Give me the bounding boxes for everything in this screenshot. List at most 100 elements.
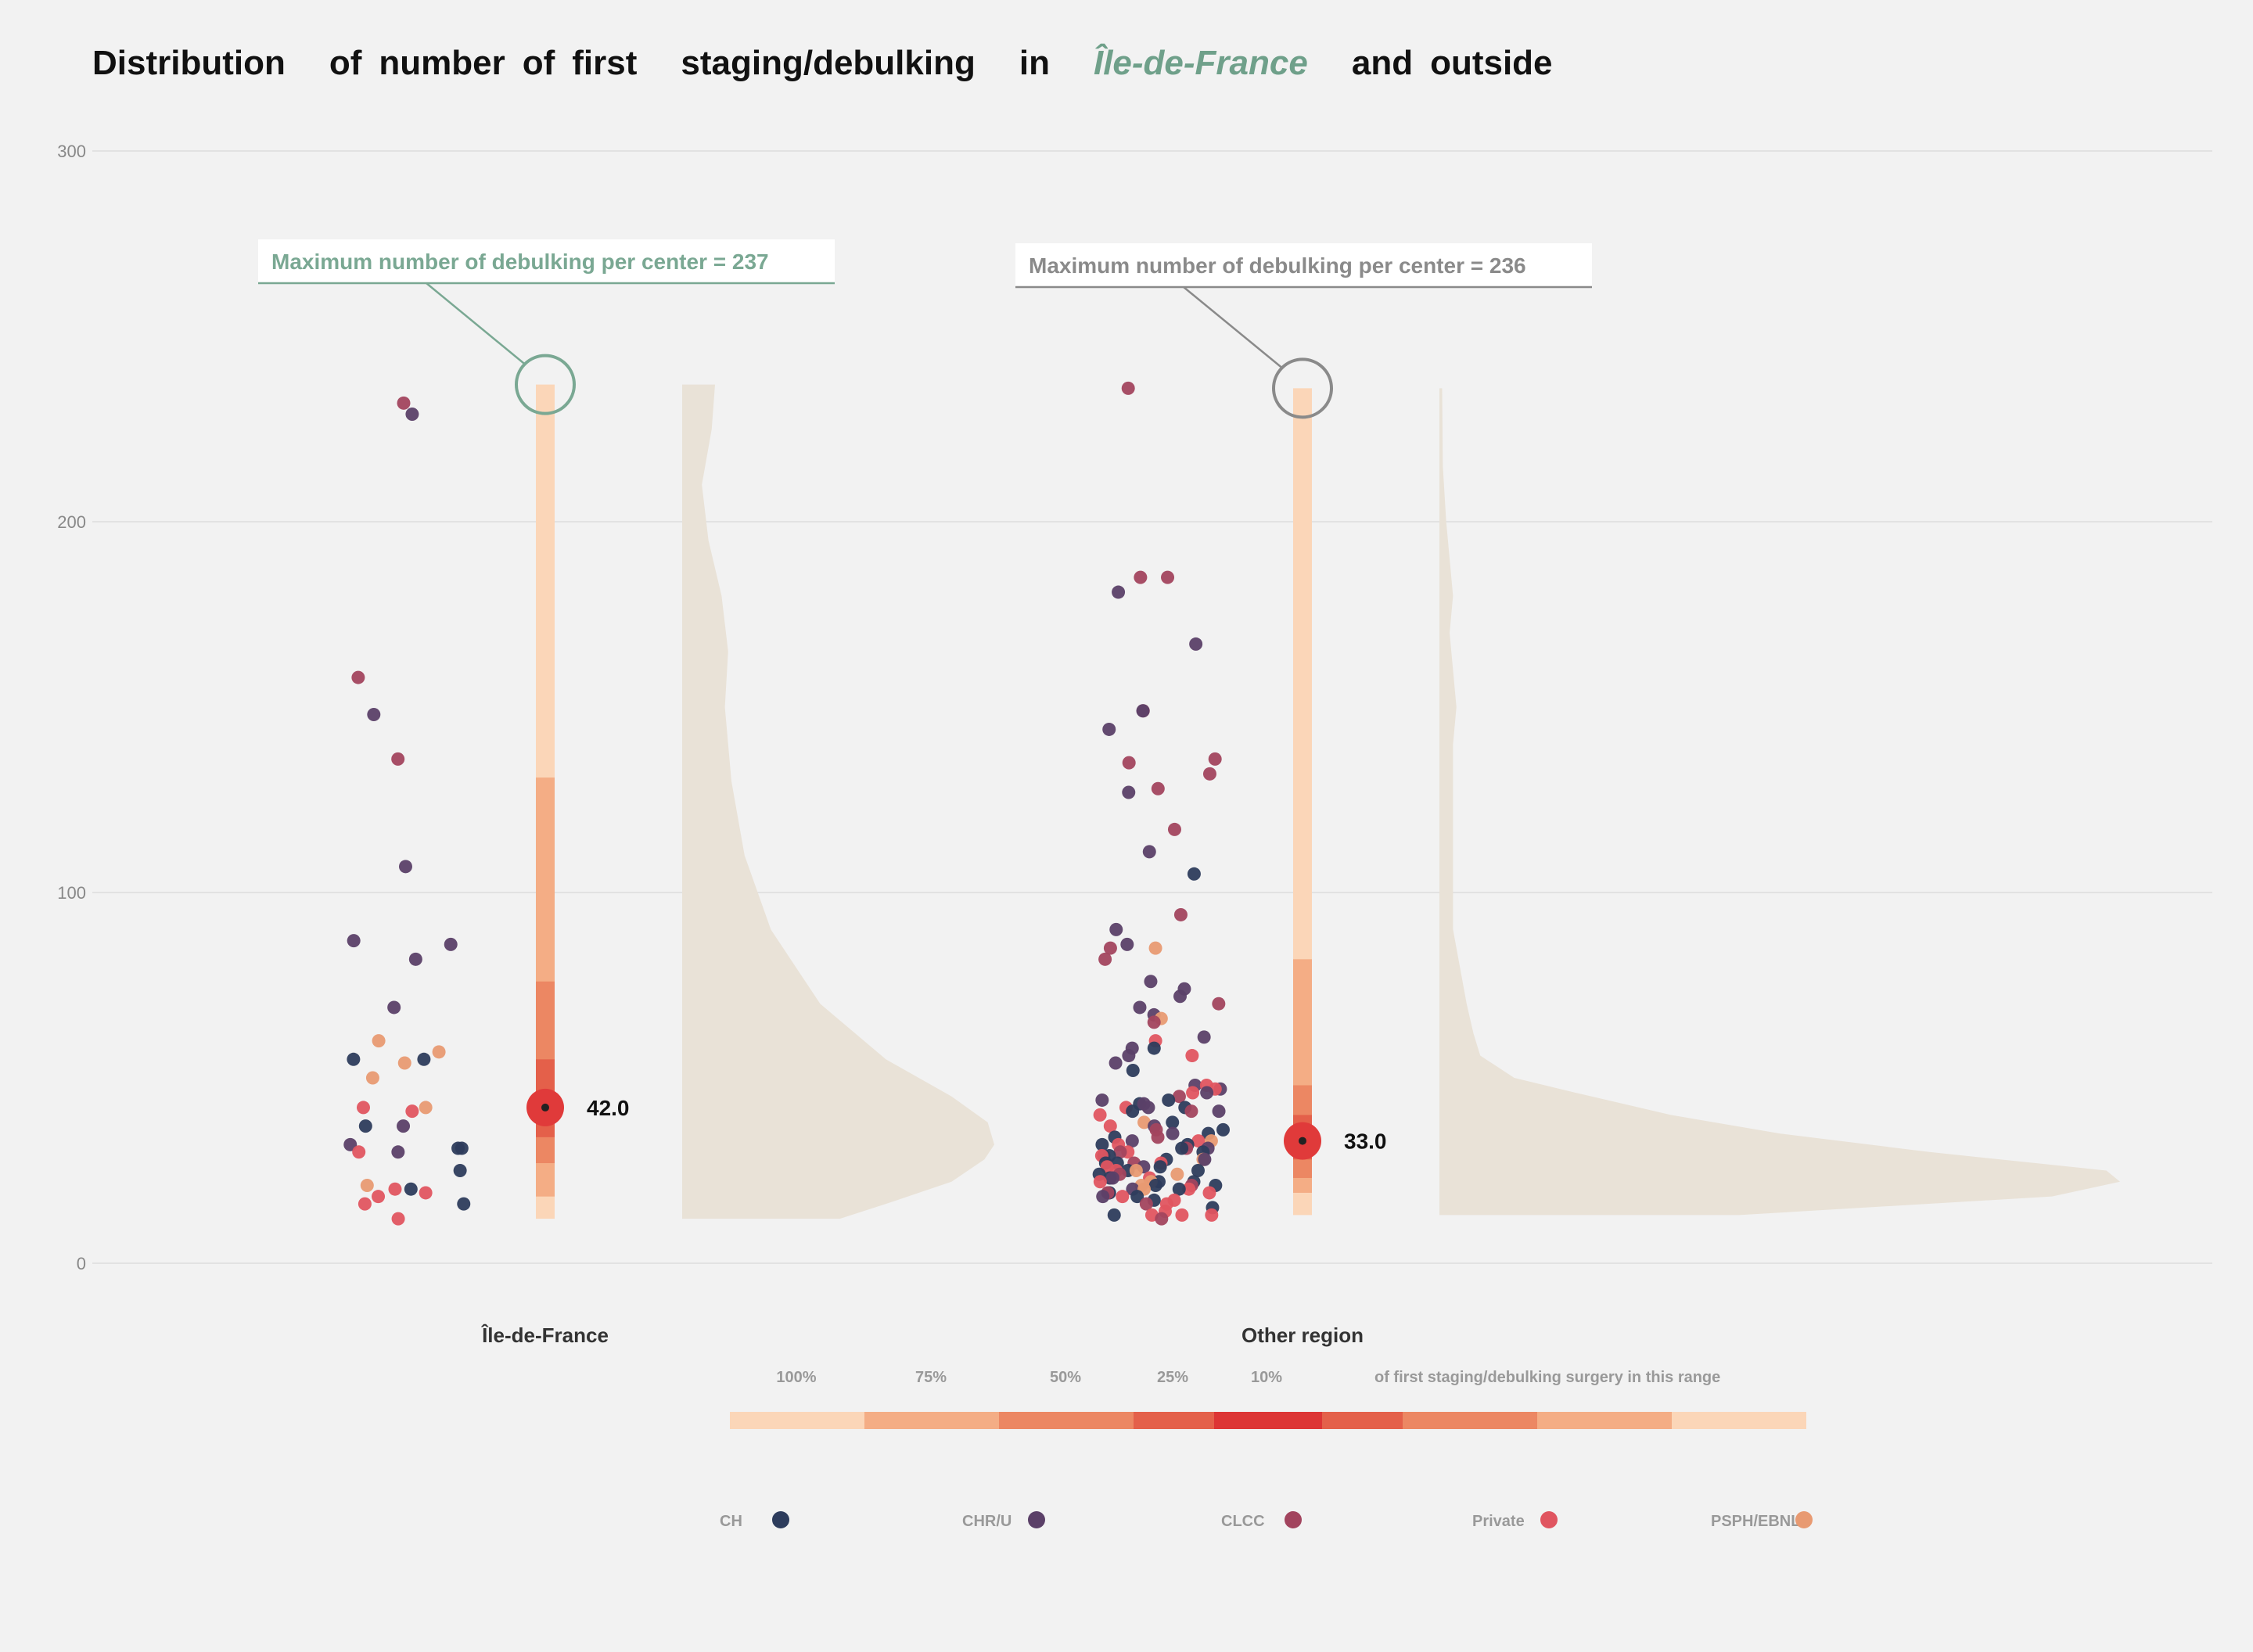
type-legend-label: CLCC [1221, 1513, 1265, 1530]
title-word: of [329, 44, 362, 82]
data-point [1103, 1119, 1117, 1133]
annotation-leader [1183, 286, 1283, 369]
data-point [1148, 941, 1162, 955]
band-legend-label: 10% [1251, 1369, 1282, 1386]
annotation-text: Maximum number of debulking per center =… [271, 250, 769, 274]
data-point [1095, 1093, 1109, 1107]
data-point [360, 1178, 374, 1192]
data-point [1093, 1108, 1107, 1122]
data-point [1166, 1115, 1180, 1129]
data-point [391, 752, 405, 766]
data-point [397, 396, 411, 410]
data-point [1191, 1134, 1206, 1148]
title-word: number [379, 44, 505, 82]
title-word: outside [1430, 44, 1552, 82]
type-legend: CH CHR/U CLCC Private PSPH/EBNL [720, 1511, 1813, 1530]
data-point [347, 934, 361, 948]
data-point [1112, 585, 1126, 599]
data-point [388, 1182, 402, 1196]
data-point [1096, 1190, 1110, 1204]
data-point [1172, 1182, 1186, 1196]
band-legend-label: 100% [776, 1369, 816, 1386]
type-legend-label: CHR/U [962, 1513, 1012, 1530]
data-point [1208, 752, 1222, 766]
data-point [1147, 1041, 1161, 1055]
data-point [1151, 1130, 1165, 1144]
title-word: in [1019, 44, 1050, 82]
data-point [365, 1071, 379, 1085]
title-word: of [523, 44, 555, 82]
data-point [1093, 1175, 1107, 1189]
data-point [352, 1145, 366, 1159]
max-highlight-circle [515, 354, 576, 415]
annotation-text: Maximum number of debulking per center =… [1029, 253, 1526, 278]
data-point [1126, 1104, 1140, 1119]
data-point [1170, 1167, 1184, 1181]
gridlines [92, 150, 2212, 1264]
data-point [391, 1145, 405, 1159]
data-point [1107, 1208, 1121, 1222]
data-point [1141, 1101, 1155, 1115]
data-point [1153, 1160, 1167, 1174]
density-area [682, 384, 994, 1219]
data-point [1102, 722, 1116, 736]
group-ile-de-france: 42.0 Maximum number of debulking per cent… [258, 239, 994, 1347]
data-point [1095, 1137, 1109, 1151]
data-point [1109, 922, 1123, 936]
data-point [1172, 1090, 1186, 1104]
annotation-box [258, 239, 835, 283]
chart-title: Distribution of number of first staging/debul… [92, 43, 1553, 82]
data-point [408, 952, 422, 966]
data-point [1185, 1049, 1199, 1063]
data-point [1109, 1056, 1123, 1070]
data-point [1136, 704, 1150, 718]
type-legend-label: PSPH/EBNL [1711, 1513, 1800, 1530]
data-point [1155, 1212, 1169, 1226]
data-point [397, 1119, 411, 1133]
band-legend-label: 75% [915, 1369, 947, 1386]
title-word: first [572, 44, 637, 82]
data-point [1122, 756, 1136, 770]
title-accent-word: Île-de-France [1094, 43, 1308, 82]
median-dot [1299, 1137, 1306, 1145]
data-point [1142, 845, 1156, 859]
median-label: 33.0 [1344, 1129, 1387, 1154]
data-point [1184, 1104, 1198, 1119]
band-legend-segment [1214, 1412, 1322, 1429]
band-legend-segment [1322, 1412, 1403, 1429]
data-point [372, 1034, 386, 1048]
data-point [372, 1190, 386, 1204]
type-legend-label: CH [720, 1513, 742, 1530]
band-legend-segment [1403, 1412, 1537, 1429]
type-legend-dot [1540, 1511, 1558, 1528]
title-word: and [1352, 44, 1413, 82]
density-area [1439, 388, 2120, 1216]
data-point [1175, 1208, 1189, 1222]
data-point [1116, 1190, 1130, 1204]
data-point [1189, 637, 1203, 651]
data-point [1113, 1145, 1127, 1159]
data-point [1166, 1126, 1180, 1140]
data-point [1173, 989, 1188, 1004]
annotation-leader [426, 282, 526, 365]
data-point [1120, 937, 1134, 951]
type-legend-dot [772, 1511, 789, 1528]
data-point [419, 1186, 433, 1200]
data-point [405, 1104, 419, 1119]
type-legend-dot [1795, 1511, 1813, 1528]
data-point [358, 1197, 372, 1211]
data-point [397, 1056, 411, 1070]
data-point [351, 670, 365, 684]
type-legend-label: Private [1472, 1513, 1525, 1530]
data-point [1103, 941, 1117, 955]
data-point [1129, 1164, 1143, 1177]
data-point [343, 1137, 358, 1151]
median-label: 42.0 [587, 1096, 630, 1120]
annotation-box [1015, 243, 1592, 287]
y-tick-label: 200 [57, 512, 86, 532]
band-legend-caption: of first staging/debulking surgery in th… [1374, 1369, 1720, 1386]
band-legend-label: 50% [1050, 1369, 1081, 1386]
data-point [1137, 1115, 1152, 1129]
group-other-region: 33.0 Maximum number of debulking per cent… [1015, 243, 2120, 1347]
data-point [457, 1197, 471, 1211]
